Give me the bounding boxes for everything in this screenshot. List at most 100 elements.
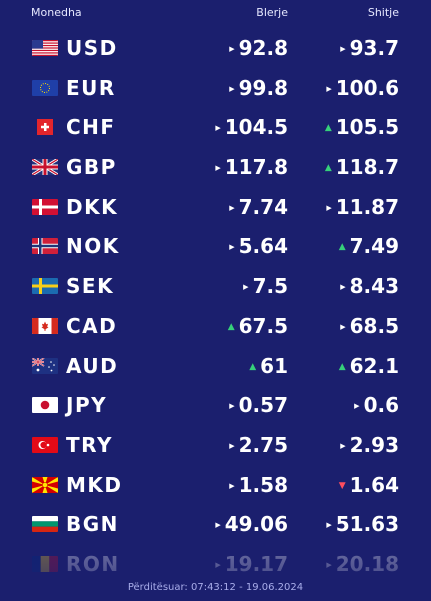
buy-rate-value: 67.5 [238,313,288,338]
ro-flag-icon [32,555,58,572]
sell-rate-value: 0.6 [363,393,399,418]
rate-row-usd[interactable]: USD ▶ 92.8 ▶ 93.7 [0,28,431,68]
trend-same-icon: ▶ [215,521,221,530]
eu-flag-icon [32,79,58,96]
buy-rate-value: 99.8 [238,75,288,100]
buy-rate-value: 49.06 [224,512,288,537]
trend-same-icon: ▶ [229,203,235,212]
trend-same-icon: ▶ [229,84,235,93]
sell-rate-value: 8.43 [349,274,399,299]
buy-rate: ▶ 0.57 [229,393,288,417]
trend-up-icon: ▲ [249,361,257,372]
currency-column-header: Monedha [31,6,82,19]
buy-rate-value: 0.57 [238,393,288,418]
rate-row-jpy[interactable]: JPY ▶ 0.57 ▶ 0.6 [0,385,431,425]
rate-row-try[interactable]: TRY ▶ 2.75 ▶ 2.93 [0,425,431,465]
au-flag-icon [32,357,58,374]
trend-same-icon: ▶ [340,322,346,331]
dk-flag-icon [32,198,58,215]
rate-row-sek[interactable]: SEK ▶ 7.5 ▶ 8.43 [0,266,431,306]
gb-flag-icon [32,159,58,176]
sell-rate: ▶ 11.87 [326,195,399,219]
buy-rate-value: 7.5 [252,274,288,299]
buy-rate: ▶ 99.8 [229,76,288,100]
rate-row-mkd[interactable]: MKD ▶ 1.58 ▼ 1.64 [0,465,431,505]
sell-rate: ▲ 105.5 [325,115,399,139]
rate-row-nok[interactable]: NOK ▶ 5.64 ▲ 7.49 [0,226,431,266]
trend-same-icon: ▶ [326,521,332,530]
currency-code: MKD [66,472,123,497]
trend-up-icon: ▲ [324,123,332,134]
buy-rate: ▲ 61 [249,354,288,378]
us-flag-icon [32,40,58,56]
trend-same-icon: ▶ [340,283,346,292]
rate-row-aud[interactable]: AUD ▲ 61 ▲ 62.1 [0,346,431,386]
trend-same-icon: ▶ [340,45,346,53]
sell-rate-value: 100.6 [335,75,399,100]
sell-rate-value: 7.49 [349,234,399,259]
currency-code: USD [66,36,118,60]
rate-row-chf[interactable]: CHF ▶ 104.5 ▲ 105.5 [0,107,431,147]
sell-rate: ▶ 20.18 [326,552,399,576]
sell-rate: ▶ 100.6 [326,76,399,100]
currency-code: RON [66,551,120,576]
sell-rate: ▲ 7.49 [339,234,399,258]
trend-same-icon: ▶ [340,441,346,450]
buy-rate: ▲ 67.5 [228,314,288,338]
trend-same-icon: ▶ [354,402,360,411]
sell-rate: ▶ 68.5 [340,314,399,338]
trend-down-icon: ▼ [338,480,346,491]
rate-row-dkk[interactable]: DKK ▶ 7.74 ▶ 11.87 [0,187,431,227]
currency-code: AUD [66,353,119,378]
buy-rate-value: 19.17 [224,551,288,576]
trend-same-icon: ▶ [215,124,221,133]
last-updated: Përditësuar: 07:43:12 - 19.06.2024 [127,582,304,593]
sell-rate-value: 1.64 [349,472,399,497]
currency-code: TRY [66,432,113,457]
jp-flag-icon [32,397,58,414]
rate-row-eur[interactable]: EUR ▶ 99.8 ▶ 100.6 [0,68,431,108]
trend-same-icon: ▶ [243,283,249,292]
sell-rate: ▲ 62.1 [339,354,399,378]
sell-rate: ▶ 51.63 [326,512,399,536]
sell-rate-value: 62.1 [349,353,399,378]
currency-code: BGN [66,512,119,537]
sell-rate-value: 93.7 [349,36,399,60]
buy-rate-value: 2.75 [238,432,288,457]
rate-row-cad[interactable]: CAD ▲ 67.5 ▶ 68.5 [0,306,431,346]
buy-rate: ▶ 49.06 [215,512,288,536]
currency-code: EUR [66,75,116,100]
buy-rate-value: 1.58 [238,472,288,497]
buy-rate: ▶ 1.58 [229,473,288,497]
buy-rate: ▶ 2.75 [229,433,288,457]
exchange-rate-list[interactable]: USD ▶ 92.8 ▶ 93.7 EUR ▶ 99.8 ▶ 100.6 CHF ▶ 104.5 ▲ 105… [0,28,431,584]
rate-row-gbp[interactable]: GBP ▶ 117.8 ▲ 118.7 [0,147,431,187]
rate-row-ron[interactable]: RON ▶ 19.17 ▶ 20.18 [0,544,431,584]
trend-same-icon: ▶ [326,560,332,569]
ca-flag-icon [32,317,58,334]
trend-same-icon: ▶ [229,45,235,53]
trend-same-icon: ▶ [229,402,235,411]
buy-rate: ▶ 7.74 [229,195,288,219]
no-flag-icon [32,238,58,255]
rate-row-bgn[interactable]: BGN ▶ 49.06 ▶ 51.63 [0,504,431,544]
sell-rate: ▶ 2.93 [340,433,399,457]
sell-rate-value: 2.93 [349,432,399,457]
trend-up-icon: ▲ [227,321,235,332]
bg-flag-icon [32,516,58,533]
sell-rate-value: 118.7 [335,155,399,180]
currency-code: CHF [66,115,116,140]
ch-flag-icon [32,119,58,136]
sell-rate: ▶ 93.7 [340,36,399,60]
trend-same-icon: ▶ [229,441,235,450]
trend-same-icon: ▶ [229,243,235,252]
currency-code: NOK [66,234,120,259]
se-flag-icon [32,278,58,295]
mk-flag-icon [32,476,58,493]
buy-rate-value: 92.8 [238,36,288,60]
trend-up-icon: ▲ [324,163,332,174]
sell-rate-value: 105.5 [335,115,399,140]
trend-same-icon: ▶ [326,203,332,212]
sell-rate-value: 11.87 [335,194,399,219]
buy-rate: ▶ 5.64 [229,234,288,258]
